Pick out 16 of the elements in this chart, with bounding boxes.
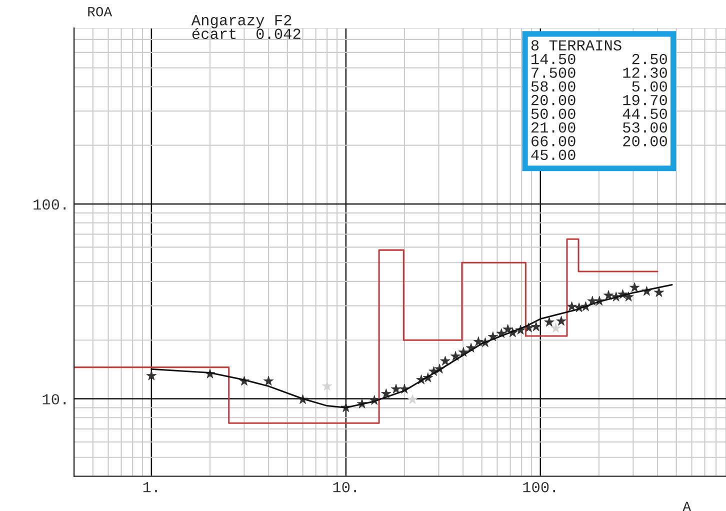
annotation: 45.00 [531,150,576,160]
y-axis-title: ROA [88,6,112,16]
annotation: 20.00 19.70 [531,94,667,106]
annotation: 7.500 12.30 [532,68,667,78]
annotation: 21.00 53.00 [531,122,667,133]
annotation: Angarazy F2 [191,14,292,28]
x-axis-title: A [682,502,692,511]
x-tick-label: 10. [333,482,356,492]
annotation: 50.00 44.50 [531,108,667,119]
x-tick-label: 100. [523,482,556,492]
annotation: 58.00 5.00 [531,81,667,92]
annotation: 8 TERRAINS [531,40,622,51]
annotation: 14.50 2.50 [532,54,667,64]
annotation: 66.00 20.00 [532,136,667,146]
x-tick-label: 1. [143,482,157,492]
annotation: écart 0.042 [192,28,300,40]
